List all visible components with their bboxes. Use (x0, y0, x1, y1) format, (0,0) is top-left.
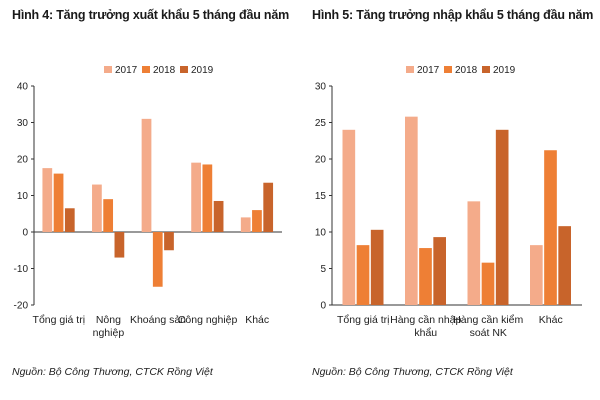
bar (481, 262, 495, 305)
figure-source: Nguồn: Bộ Công Thương, CTCK Rồng Việt (312, 366, 513, 378)
figure-source: Nguồn: Bộ Công Thương, CTCK Rồng Việt (12, 366, 213, 378)
legend-swatch (406, 66, 414, 73)
category-label: nghiệp (93, 327, 125, 339)
bar (141, 118, 152, 232)
category-label: Hàng cần kiểm (453, 314, 523, 326)
bar (356, 245, 370, 305)
legend-swatch (180, 66, 188, 73)
category-label: Khác (245, 314, 269, 326)
bar (191, 162, 201, 232)
y-tick-label: 5 (320, 264, 326, 275)
category-label: Tổng giá trị (337, 314, 390, 326)
bar (42, 168, 53, 232)
legend-swatch (104, 66, 112, 73)
import-growth-figure: Hình 5: Tăng trưởng nhập khẩu 5 tháng đầ… (300, 0, 600, 400)
y-tick-label: 30 (17, 118, 29, 129)
legend-label: 2018 (153, 65, 176, 76)
category-label: Khác (539, 314, 563, 326)
y-tick-label: 0 (22, 228, 28, 239)
y-tick-label: 25 (315, 118, 327, 129)
bar (467, 201, 481, 305)
bar (152, 232, 163, 287)
bar (419, 248, 432, 305)
bar (202, 164, 213, 232)
bar (92, 184, 102, 232)
y-tick-label: 10 (315, 228, 327, 239)
y-tick-label: 15 (315, 191, 327, 202)
export-growth-figure: Hình 4: Tăng trưởng xuất khẩu 5 tháng đầ… (12, 8, 290, 378)
bar (53, 173, 64, 232)
legend-swatch (444, 66, 452, 73)
category-label: Nông (96, 314, 121, 326)
bar (164, 232, 174, 251)
category-label: Công nghiệp (178, 314, 238, 326)
category-label: Hàng cần nhập (390, 314, 461, 326)
figure-title: Hình 5: Tăng trưởng nhập khẩu 5 tháng đầ… (312, 8, 594, 22)
category-label: Khoáng sản (130, 314, 186, 326)
category-label: Tổng giá trị (33, 314, 86, 326)
bar (64, 208, 75, 232)
bar (370, 229, 384, 305)
y-tick-label: 30 (315, 82, 327, 93)
y-tick-label: 20 (315, 155, 327, 166)
bar (495, 129, 509, 305)
bar (263, 182, 274, 232)
category-label: khẩu (414, 327, 437, 339)
bar (240, 217, 251, 232)
y-tick-label: -10 (14, 264, 29, 275)
y-tick-label: 40 (17, 82, 29, 93)
legend-swatch (142, 66, 150, 73)
bar (544, 150, 557, 305)
legend-label: 2019 (493, 65, 516, 76)
legend-label: 2018 (455, 65, 478, 76)
bar (252, 210, 262, 232)
bar (433, 237, 446, 305)
figure-title: Hình 4: Tăng trưởng xuất khẩu 5 tháng đầ… (12, 8, 290, 22)
y-tick-label: 10 (17, 191, 29, 202)
y-tick-label: 0 (320, 301, 326, 312)
legend-label: 2019 (191, 65, 214, 76)
bar (558, 226, 571, 305)
legend-label: 2017 (115, 65, 138, 76)
bar (213, 200, 224, 232)
category-label: soát NK (470, 327, 507, 339)
legend-swatch (482, 66, 490, 73)
legend-label: 2017 (417, 65, 440, 76)
bar (405, 116, 418, 305)
y-tick-label: -20 (14, 301, 29, 312)
bar (342, 129, 356, 305)
bar (530, 245, 543, 305)
export-growth-chart: -20 -10 0 10 20 30 40 2017 2018 2019 Tổng giá trị N… (14, 65, 282, 339)
bar (103, 199, 114, 232)
y-tick-label: 20 (17, 155, 29, 166)
bar (114, 232, 125, 258)
